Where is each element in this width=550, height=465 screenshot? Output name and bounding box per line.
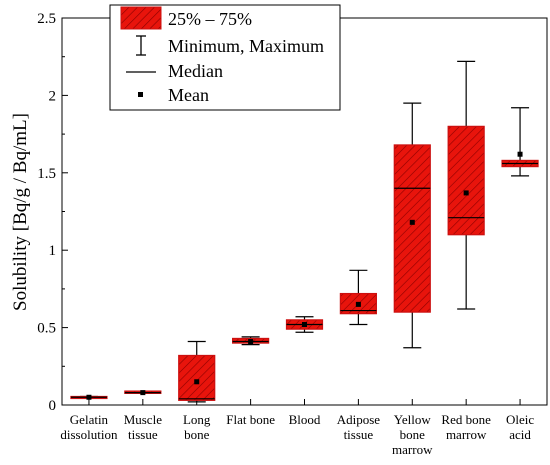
x-tick-label: Yellow bone marrow bbox=[392, 412, 433, 457]
x-tick-label: Blood bbox=[289, 412, 321, 427]
mean-marker bbox=[355, 301, 361, 307]
legend-mean-swatch bbox=[138, 92, 143, 97]
x-tick-label: Long bone bbox=[183, 412, 211, 442]
y-tick-label: 0.5 bbox=[37, 321, 56, 337]
y-tick-label: 1 bbox=[49, 243, 57, 259]
x-tick-label: Flat bone bbox=[226, 412, 275, 427]
x-tick-label: Red bone marrow bbox=[441, 412, 491, 442]
x-tick-label: Muscle tissue bbox=[124, 412, 163, 442]
mean-marker bbox=[140, 390, 146, 396]
iqr-box bbox=[178, 354, 216, 401]
legend-whisker-swatch bbox=[136, 35, 146, 56]
mean-marker bbox=[463, 190, 469, 196]
legend-box-swatch bbox=[120, 6, 162, 30]
mean-marker bbox=[517, 151, 523, 157]
legend-entry-median: Median bbox=[168, 61, 223, 81]
legend: 25% – 75% Minimum, Maximum Median Mean bbox=[109, 4, 341, 111]
iqr-box bbox=[447, 125, 485, 236]
iqr-box bbox=[393, 144, 431, 313]
mean-marker bbox=[194, 379, 200, 385]
legend-entry-mean: Mean bbox=[168, 85, 209, 105]
y-tick-label: 0 bbox=[49, 398, 57, 414]
legend-entry-minmax: Minimum, Maximum bbox=[168, 36, 324, 56]
x-tick-label: Adipose tissue bbox=[337, 412, 381, 442]
x-tick-label: Oleic acid bbox=[506, 412, 534, 442]
mean-marker bbox=[409, 219, 415, 225]
y-axis-label: Solubility [Bq/g / Bq/mL] bbox=[10, 113, 31, 311]
y-tick-label: 2 bbox=[49, 88, 57, 104]
x-tick-label: Gelatin dissolution bbox=[60, 412, 118, 442]
mean-marker bbox=[302, 322, 307, 328]
legend-entry-iqr: 25% – 75% bbox=[168, 9, 252, 29]
mean-marker bbox=[248, 339, 254, 345]
y-tick-label: 1.5 bbox=[37, 166, 56, 182]
mean-marker bbox=[86, 394, 92, 400]
y-tick-label: 2.5 bbox=[37, 11, 56, 27]
